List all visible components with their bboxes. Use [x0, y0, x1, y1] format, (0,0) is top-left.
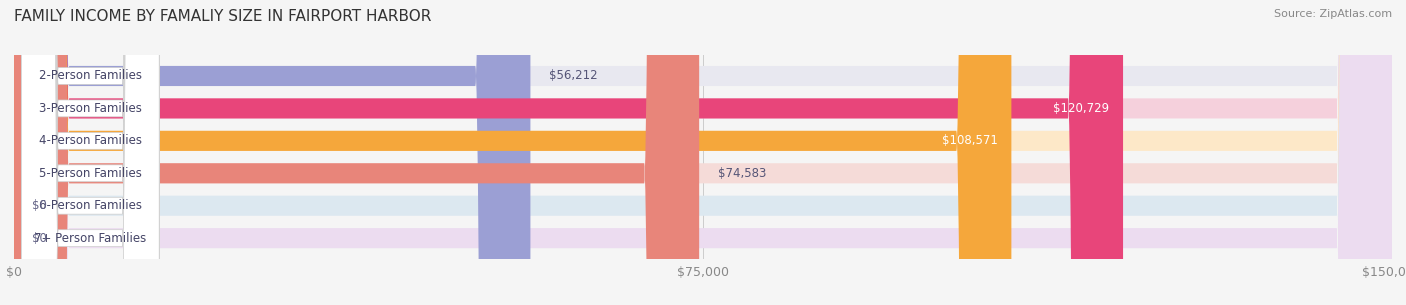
- FancyBboxPatch shape: [21, 0, 159, 305]
- FancyBboxPatch shape: [14, 0, 530, 305]
- FancyBboxPatch shape: [14, 0, 1392, 305]
- FancyBboxPatch shape: [14, 0, 1392, 305]
- Text: FAMILY INCOME BY FAMALIY SIZE IN FAIRPORT HARBOR: FAMILY INCOME BY FAMALIY SIZE IN FAIRPOR…: [14, 9, 432, 24]
- FancyBboxPatch shape: [14, 0, 1011, 305]
- Text: $108,571: $108,571: [942, 135, 998, 147]
- FancyBboxPatch shape: [14, 0, 699, 305]
- FancyBboxPatch shape: [21, 0, 159, 305]
- Text: $120,729: $120,729: [1053, 102, 1109, 115]
- Text: 2-Person Families: 2-Person Families: [39, 70, 142, 82]
- Text: $74,583: $74,583: [717, 167, 766, 180]
- Text: 5-Person Families: 5-Person Families: [39, 167, 142, 180]
- FancyBboxPatch shape: [21, 0, 159, 305]
- FancyBboxPatch shape: [21, 0, 159, 305]
- FancyBboxPatch shape: [21, 0, 159, 305]
- Text: 3-Person Families: 3-Person Families: [39, 102, 142, 115]
- FancyBboxPatch shape: [14, 0, 1392, 305]
- Text: 4-Person Families: 4-Person Families: [39, 135, 142, 147]
- Text: $0: $0: [32, 232, 48, 245]
- Text: Source: ZipAtlas.com: Source: ZipAtlas.com: [1274, 9, 1392, 19]
- FancyBboxPatch shape: [14, 0, 1123, 305]
- Text: $0: $0: [32, 199, 48, 212]
- Text: 6-Person Families: 6-Person Families: [39, 199, 142, 212]
- Text: $56,212: $56,212: [548, 70, 598, 82]
- FancyBboxPatch shape: [14, 0, 1392, 305]
- Text: 7+ Person Families: 7+ Person Families: [34, 232, 146, 245]
- FancyBboxPatch shape: [14, 0, 1392, 305]
- FancyBboxPatch shape: [14, 0, 1392, 305]
- FancyBboxPatch shape: [21, 0, 159, 305]
